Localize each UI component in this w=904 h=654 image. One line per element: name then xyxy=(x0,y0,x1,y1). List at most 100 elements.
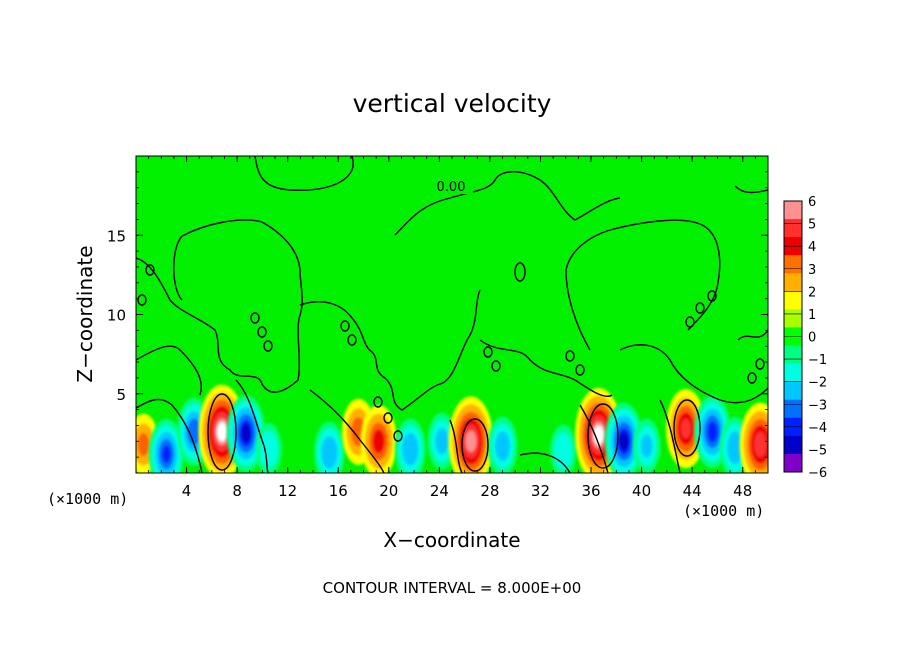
plot-area xyxy=(135,155,769,474)
colorbar-swatch xyxy=(784,309,802,328)
x-tick-label: 4 xyxy=(182,482,192,500)
contour-loop xyxy=(145,264,155,276)
contour-loop xyxy=(755,358,765,370)
contour-line xyxy=(394,171,621,236)
x-tick-label: 24 xyxy=(430,482,449,500)
x-axis: 4 8 12 16 20 24 28 32 36 40 44 48 xyxy=(135,156,769,500)
contour-loop xyxy=(263,340,273,352)
velocity-ring xyxy=(402,432,419,466)
downdraft-cell xyxy=(487,416,518,473)
velocity-ring xyxy=(754,431,767,458)
contour-loop xyxy=(257,326,267,338)
velocity-ring xyxy=(707,421,718,443)
contour-loop xyxy=(685,316,695,328)
chart-title: vertical velocity xyxy=(353,89,552,118)
velocity-ring xyxy=(726,431,744,464)
contour-loop xyxy=(483,346,493,358)
y-tick-label: 15 xyxy=(107,227,126,245)
x-tick-label: 28 xyxy=(480,482,499,500)
colorbar-label: 5 xyxy=(808,218,816,233)
x-tick-label: 16 xyxy=(329,482,348,500)
colorbar-swatch xyxy=(784,345,802,365)
y-tick-label: 5 xyxy=(116,386,126,404)
colorbar-swatch xyxy=(784,435,802,455)
contour-loop xyxy=(707,290,717,302)
downdraft-cell xyxy=(394,418,426,473)
contour-line xyxy=(309,389,385,473)
contour-lines xyxy=(136,156,768,473)
colorbar-label: 1 xyxy=(808,308,816,323)
contour-loop xyxy=(393,430,403,442)
x-tick-label: 40 xyxy=(632,482,651,500)
colorbar-swatch xyxy=(784,201,802,220)
colorbar-label: 0 xyxy=(808,331,816,346)
contour-line xyxy=(449,419,463,473)
contour-loop xyxy=(461,418,489,472)
colorbar-label: 4 xyxy=(808,240,816,255)
y-tick-label: 10 xyxy=(107,307,126,325)
downdraft-cell xyxy=(550,424,577,473)
contour-line xyxy=(299,289,481,411)
velocity-ring xyxy=(372,429,385,454)
velocity-ring xyxy=(495,431,510,461)
downdraft-cell xyxy=(314,421,345,473)
contour-line xyxy=(737,329,768,341)
contour-label: 0.00 xyxy=(437,180,466,195)
x-tick-label: 32 xyxy=(531,482,550,500)
contour-line xyxy=(254,156,355,192)
colorbar-label: 6 xyxy=(808,195,816,210)
x-axis-label: X−coordinate xyxy=(383,528,520,552)
contour-line xyxy=(565,219,721,351)
velocity-ring xyxy=(161,445,171,463)
contour-loop xyxy=(695,302,705,314)
contour-line xyxy=(136,219,303,393)
x-tick-label: 44 xyxy=(683,482,702,500)
velocity-ring xyxy=(187,418,201,446)
velocity-ring xyxy=(465,430,477,453)
updraft-cell xyxy=(360,405,397,473)
x-tick-label: 36 xyxy=(581,482,600,500)
velocity-ring xyxy=(137,432,150,456)
x-tick-label: 20 xyxy=(379,482,398,500)
colorbar-label: −2 xyxy=(808,376,827,391)
contour-loop xyxy=(347,334,357,346)
contour-label-background xyxy=(429,178,473,194)
contour-line xyxy=(235,379,269,473)
contour-loop xyxy=(747,372,757,384)
velocity-ring xyxy=(435,428,449,455)
contour-loop xyxy=(491,360,501,372)
downdraft-cell xyxy=(427,412,457,470)
colorbar-swatch xyxy=(784,453,802,473)
colorbar-label: −3 xyxy=(808,398,827,413)
contour-loop xyxy=(514,262,526,282)
colorbar-label: −1 xyxy=(808,353,827,368)
velocity-ring xyxy=(680,418,691,439)
contour-line xyxy=(734,185,768,194)
downdraft-cell xyxy=(148,418,184,473)
x-tick-label: 12 xyxy=(278,482,297,500)
colorbar-label: −4 xyxy=(808,421,827,436)
colorbar-swatch xyxy=(784,219,802,238)
colorbar-swatch xyxy=(784,399,802,419)
velocity-ring xyxy=(619,432,629,451)
contour-loop xyxy=(207,393,237,471)
colorbar: 6 5 4 3 2 1 0 −1 −2 −3 −4 −5 −6 xyxy=(783,195,827,481)
y-axis-label: Z−coordinate xyxy=(73,245,97,382)
contour-line xyxy=(136,345,202,396)
x-tick-label: 48 xyxy=(733,482,752,500)
colorbar-swatch xyxy=(784,291,802,310)
colorbar-label: 3 xyxy=(808,263,816,278)
x-tick-label: 8 xyxy=(232,482,242,500)
contour-line xyxy=(519,452,571,473)
contour-line xyxy=(136,398,203,473)
colorbar-swatch xyxy=(784,363,802,383)
y-axis: 5 10 15 xyxy=(107,155,768,474)
contour-loop xyxy=(340,320,350,332)
contour-loop xyxy=(373,396,383,408)
contour-line xyxy=(479,339,613,397)
velocity-ring xyxy=(259,430,278,468)
colorbar-swatch xyxy=(784,255,802,274)
contour-interval-note: CONTOUR INTERVAL = 8.000E+00 xyxy=(323,579,582,597)
contour-loop xyxy=(250,312,260,324)
